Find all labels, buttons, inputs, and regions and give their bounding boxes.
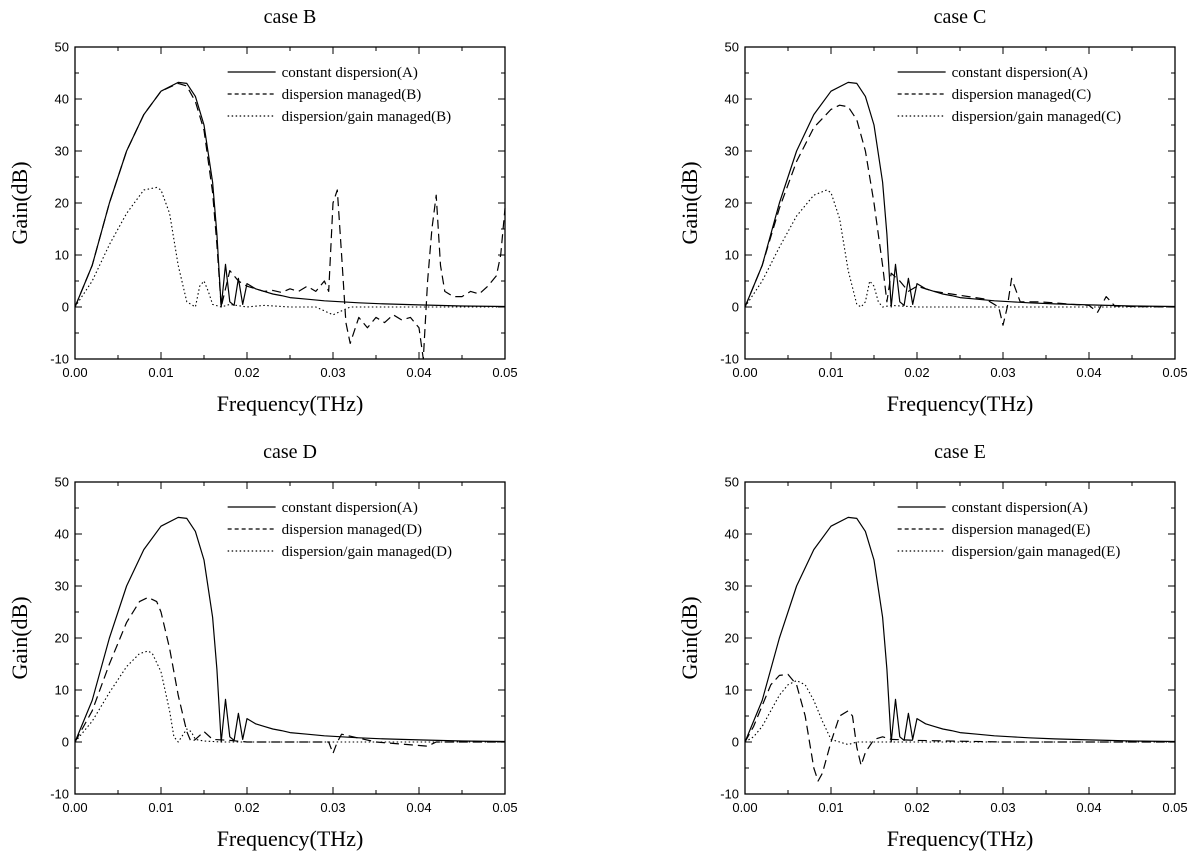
x-tick-label: 0.05: [492, 365, 517, 380]
series-line-0: [74, 516, 506, 743]
y-tick-label: 30: [725, 579, 739, 594]
x-tick-label: 0.01: [148, 365, 173, 380]
series-line-2: [74, 650, 505, 743]
legend-label-0: constant dispersion(A): [282, 65, 418, 81]
y-tick-label: -10: [50, 787, 69, 802]
series-line-1: [744, 104, 1176, 326]
x-tick-label: 0.04: [1076, 365, 1101, 380]
y-axis-label: Gain(dB): [7, 596, 32, 679]
y-axis-label: Gain(dB): [677, 161, 702, 244]
series-line-2: [74, 186, 505, 316]
y-tick-label: 20: [55, 196, 69, 211]
y-tick-label: 10: [725, 248, 739, 263]
y-tick-label: 30: [55, 144, 69, 159]
y-tick-label: 0: [62, 300, 69, 315]
x-tick-label: 0.03: [320, 800, 345, 815]
x-axis-label: Frequency(THz): [887, 826, 1034, 851]
y-tick-label: 10: [55, 683, 69, 698]
legend-label-2: dispersion/gain managed(E): [952, 544, 1121, 560]
series-line-0: [744, 81, 1176, 308]
legend-label-1: dispersion managed(B): [282, 87, 422, 103]
series-line-0: [74, 81, 506, 308]
legend-label-0: constant dispersion(A): [952, 65, 1088, 81]
y-tick-label: 50: [55, 40, 69, 55]
legend-label-2: dispersion/gain managed(B): [282, 109, 452, 125]
y-tick-label: 40: [55, 92, 69, 107]
series-line-1: [74, 82, 506, 360]
series-line-2: [744, 189, 1175, 308]
y-axis-label: Gain(dB): [7, 161, 32, 244]
x-tick-label: 0.00: [732, 365, 757, 380]
x-tick-label: 0.05: [1162, 800, 1187, 815]
y-tick-label: 50: [55, 475, 69, 490]
series-line-1: [744, 673, 1175, 782]
legend-label-1: dispersion managed(E): [952, 522, 1091, 538]
x-tick-label: 0.05: [1162, 365, 1187, 380]
y-tick-label: 0: [732, 735, 739, 750]
x-tick-label: 0.00: [62, 800, 87, 815]
x-tick-label: 0.03: [320, 365, 345, 380]
x-tick-label: 0.02: [234, 800, 259, 815]
x-tick-label: 0.00: [732, 800, 757, 815]
legend-label-2: dispersion/gain managed(D): [282, 544, 452, 560]
chart-panel-1: case C 0.00 0.01 0.02 0.03 0.04 0.05 -10 0 10 20 30…: [677, 6, 1188, 416]
legend-label-1: dispersion managed(D): [282, 522, 422, 538]
y-tick-label: 20: [55, 631, 69, 646]
y-tick-label: 0: [732, 300, 739, 315]
chart-title: case D: [263, 441, 317, 463]
chart-panel-0: case B 0.00 0.01 0.02 0.03 0.04 0.05 -10 0 10 20 30…: [7, 6, 518, 416]
series-line-0: [744, 516, 1176, 743]
x-tick-label: 0.02: [234, 365, 259, 380]
y-tick-label: 40: [725, 527, 739, 542]
legend-label-2: dispersion/gain managed(C): [952, 109, 1122, 125]
y-tick-label: 0: [62, 735, 69, 750]
y-tick-label: 20: [725, 631, 739, 646]
legend-label-0: constant dispersion(A): [952, 500, 1088, 516]
x-axis-label: Frequency(THz): [217, 391, 364, 416]
y-tick-label: 30: [725, 144, 739, 159]
chart-title: case C: [934, 6, 987, 28]
series-line-2: [744, 680, 1175, 746]
y-tick-label: 20: [725, 196, 739, 211]
y-tick-label: -10: [50, 352, 69, 367]
series-line-1: [74, 596, 505, 755]
x-tick-label: 0.05: [492, 800, 517, 815]
chart-panel-2: case D 0.00 0.01 0.02 0.03 0.04 0.05 -10 0 10 20 30…: [7, 441, 518, 851]
legend-label-0: constant dispersion(A): [282, 500, 418, 516]
y-tick-label: 30: [55, 579, 69, 594]
chart-panel-3: case E 0.00 0.01 0.02 0.03 0.04 0.05 -10 0 10 20 30…: [677, 441, 1188, 851]
x-tick-label: 0.03: [990, 365, 1015, 380]
x-tick-label: 0.01: [818, 800, 843, 815]
y-tick-label: 40: [725, 92, 739, 107]
y-tick-label: 10: [55, 248, 69, 263]
x-tick-label: 0.01: [818, 365, 843, 380]
x-tick-label: 0.04: [406, 800, 431, 815]
y-tick-label: -10: [720, 787, 739, 802]
x-tick-label: 0.01: [148, 800, 173, 815]
y-tick-label: 50: [725, 40, 739, 55]
x-tick-label: 0.00: [62, 365, 87, 380]
x-axis-label: Frequency(THz): [217, 826, 364, 851]
x-tick-label: 0.03: [990, 800, 1015, 815]
x-axis-label: Frequency(THz): [887, 391, 1034, 416]
chart-title: case B: [264, 6, 317, 28]
x-tick-label: 0.02: [904, 365, 929, 380]
y-tick-label: 50: [725, 475, 739, 490]
y-tick-label: 40: [55, 527, 69, 542]
x-tick-label: 0.02: [904, 800, 929, 815]
x-tick-label: 0.04: [406, 365, 431, 380]
legend-label-1: dispersion managed(C): [952, 87, 1092, 103]
y-tick-label: -10: [720, 352, 739, 367]
x-tick-label: 0.04: [1076, 800, 1101, 815]
y-axis-label: Gain(dB): [677, 596, 702, 679]
y-tick-label: 10: [725, 683, 739, 698]
chart-title: case E: [934, 441, 986, 463]
